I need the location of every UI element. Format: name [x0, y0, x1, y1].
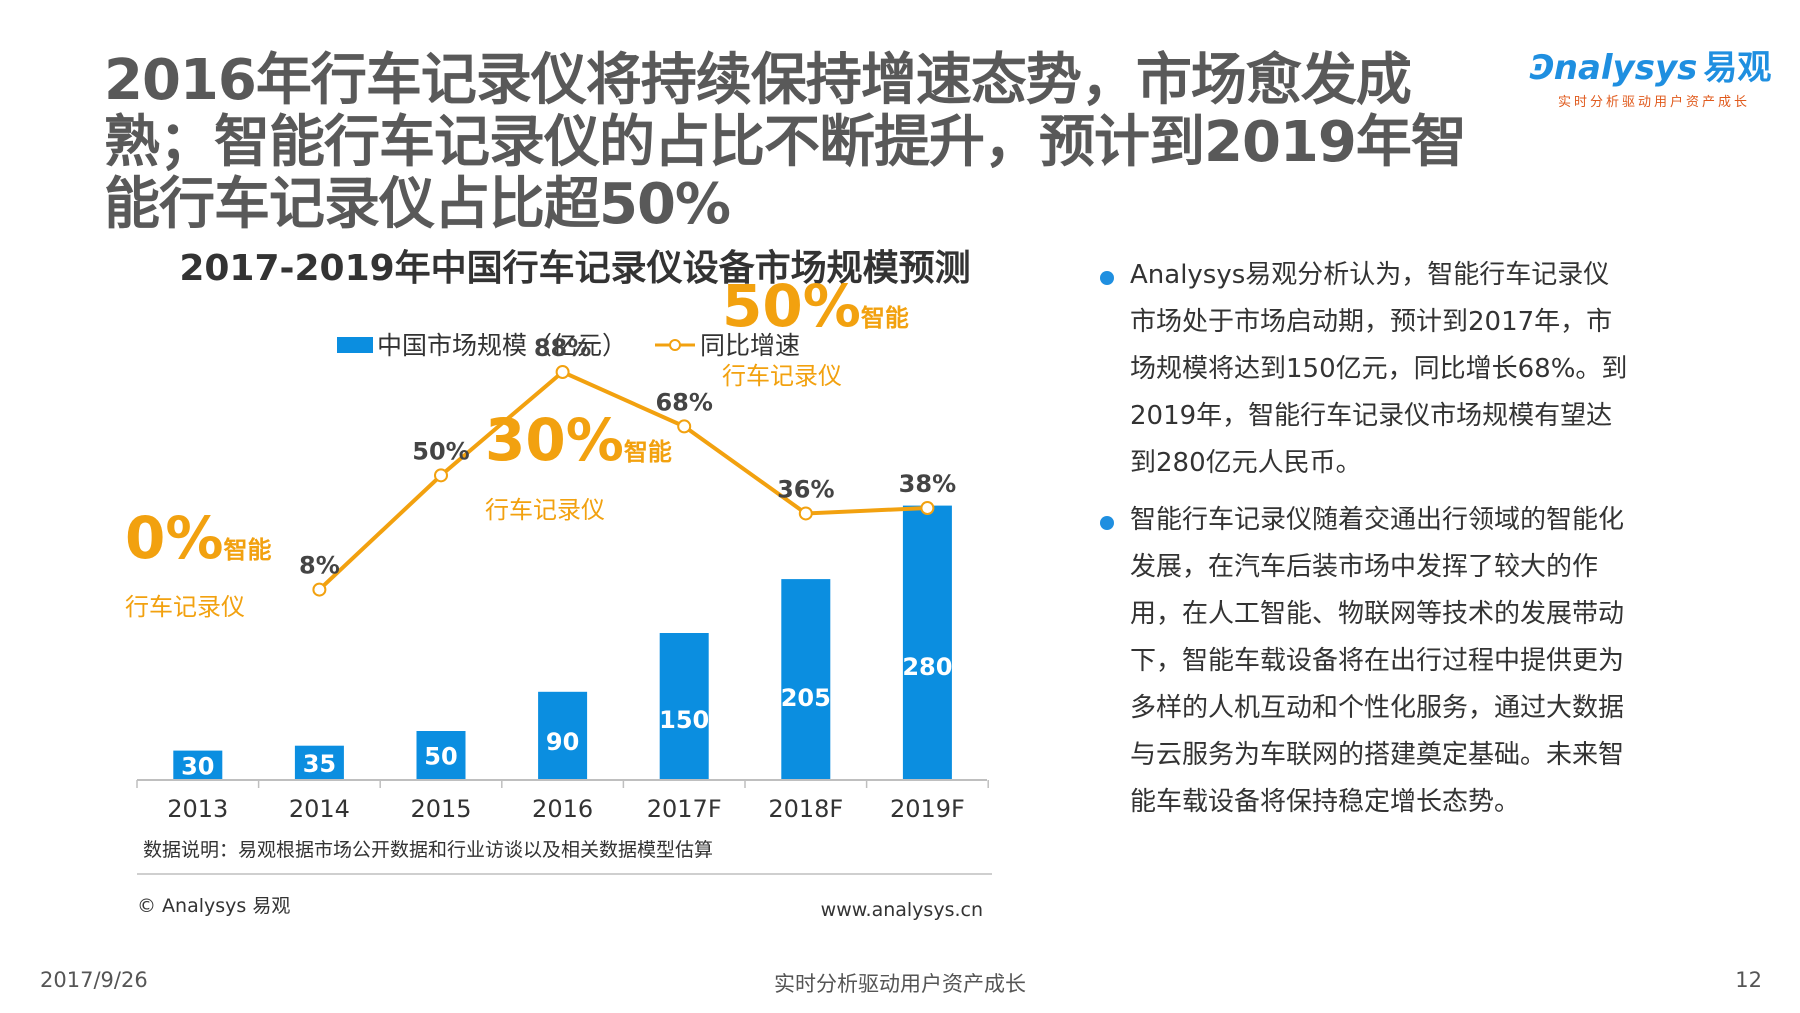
- growth-label: 68%: [655, 388, 712, 416]
- bullet-item: Analysys易观分析认为，智能行车记录仪市场处于市场启动期，预计到2017年…: [1100, 252, 1630, 487]
- legend-line-marker: [669, 339, 681, 351]
- bar-value-label: 90: [546, 728, 579, 756]
- x-tick-label: 2016: [532, 795, 593, 823]
- growth-label: 88%: [534, 334, 591, 362]
- x-tick-label: 2019F: [890, 795, 965, 823]
- bullet-item: 智能行车记录仪随着交通出行领域的智能化发展，在汽车后装市场中发挥了较大的作用，在…: [1100, 497, 1630, 826]
- copyright: © Analysys 易观: [137, 895, 290, 917]
- analysys-logo: Ͽnalysys 易观 实时分析驱动用户资产成长: [1530, 40, 1772, 110]
- share-value: 50%: [722, 272, 861, 340]
- logo-swirl-icon: Ͽ: [1530, 48, 1554, 88]
- share-value: 30%: [485, 406, 624, 474]
- footer-slogan: 实时分析驱动用户资产成长: [774, 972, 1026, 996]
- growth-rate-line: [318, 369, 928, 592]
- bar-value-label: 150: [659, 706, 709, 734]
- x-tick-label: 2017F: [647, 795, 722, 823]
- legend-line-label: 同比增速: [700, 331, 800, 360]
- bar-value-label: 35: [303, 750, 336, 778]
- legend-bar-swatch: [337, 337, 373, 353]
- bullet-dot-icon: [1100, 271, 1114, 285]
- bar-2019F: [902, 505, 952, 780]
- headline: 2016年行车记录仪将持续保持增速态势，市场愈发成熟；智能行车记录仪的占比不断提…: [104, 48, 1467, 237]
- growth-point-2018F: [798, 506, 813, 521]
- footer-page-number: 12: [1735, 968, 1762, 992]
- logo-text-cn: 易观: [1703, 48, 1772, 88]
- bullet-text: 智能行车记录仪随着交通出行领域的智能化发展，在汽车后装市场中发挥了较大的作用，在…: [1130, 505, 1625, 817]
- x-tick-label: 2018F: [768, 795, 843, 823]
- x-tick-label: 2015: [410, 795, 471, 823]
- growth-point-2019F: [920, 501, 935, 515]
- growth-point-2014: [312, 582, 327, 597]
- growth-label: 36%: [777, 475, 834, 503]
- growth-label: 38%: [899, 470, 956, 498]
- growth-label: 8%: [299, 552, 340, 580]
- website: www.analysys.cn: [821, 899, 983, 921]
- growth-label: 50%: [412, 437, 469, 465]
- growth-point-2017F: [677, 419, 692, 434]
- growth-point-2015: [434, 468, 448, 483]
- share-caption: 行车记录仪: [125, 593, 245, 621]
- share-annotation: 0%智能: [125, 504, 271, 572]
- share-value: 0%: [125, 504, 223, 572]
- share-suffix: 智能: [223, 536, 271, 564]
- share-suffix: 智能: [861, 304, 909, 332]
- logo-wordmark: Ͽnalysys 易观: [1530, 40, 1772, 89]
- bar-2015: [416, 731, 466, 780]
- x-tick-label: 2014: [289, 795, 350, 823]
- data-note: 数据说明：易观根据市场公开数据和行业访谈以及相关数据模型估算: [143, 839, 713, 861]
- growth-point-2016: [555, 365, 570, 379]
- share-annotation: 30%智能: [485, 406, 672, 474]
- share-suffix: 智能: [624, 438, 672, 466]
- bar-2018F: [781, 579, 831, 780]
- market-size-chart: 2017-2019年中国行车记录仪设备市场规模预测 中国市场规模（亿元） 同比增…: [125, 248, 992, 921]
- bullet-text: Analysys易观分析认为，智能行车记录仪市场处于市场启动期，预计到2017年…: [1130, 260, 1628, 478]
- analysis-bullets: Analysys易观分析认为，智能行车记录仪市场处于市场启动期，预计到2017年…: [1100, 252, 1630, 836]
- bar-value-label: 280: [902, 653, 952, 681]
- share-caption: 行车记录仪: [722, 362, 842, 390]
- logo-tagline: 实时分析驱动用户资产成长: [1558, 95, 1751, 110]
- bar-2014: [294, 745, 344, 780]
- share-caption: 行车记录仪: [485, 496, 605, 524]
- chart-legend: 中国市场规模（亿元） 同比增速: [337, 331, 800, 360]
- logo-text: nalysys: [1553, 48, 1698, 88]
- bar-2016: [538, 691, 588, 780]
- bar-value-label: 50: [424, 743, 457, 771]
- bar-2013: [173, 750, 223, 780]
- bar-value-label: 30: [181, 752, 214, 780]
- x-tick-label: 2013: [167, 795, 228, 823]
- bar-value-label: 205: [781, 684, 831, 712]
- share-annotation: 50%智能: [722, 272, 909, 340]
- chart-title: 2017-2019年中国行车记录仪设备市场规模预测: [179, 248, 970, 289]
- bar-2017F: [659, 633, 709, 780]
- legend-bar-label: 中国市场规模（亿元）: [377, 331, 627, 360]
- footer-date: 2017/9/26: [40, 968, 148, 992]
- bullet-dot-icon: [1100, 516, 1114, 530]
